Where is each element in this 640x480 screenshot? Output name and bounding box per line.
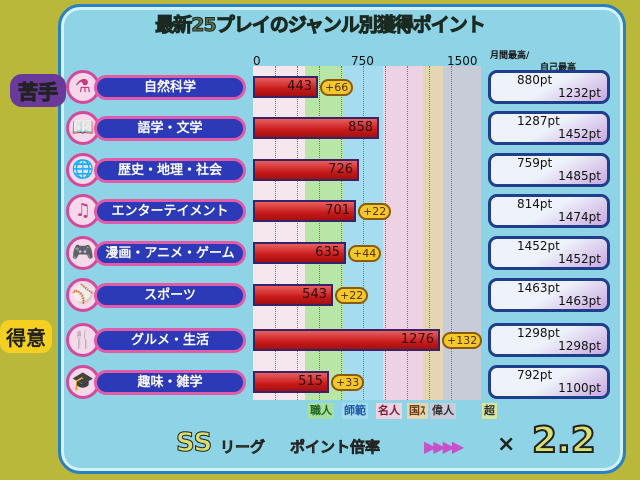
axis-tick-750: 750	[351, 54, 374, 68]
monthly-best: 880pt	[517, 73, 553, 87]
weak-label: 苦手	[10, 74, 66, 107]
best-score-box: 792pt 1100pt	[488, 365, 610, 399]
best-score-box: 759pt 1485pt	[488, 153, 610, 187]
bonus-badge: +33	[331, 374, 365, 391]
self-best: 1232pt	[558, 86, 601, 100]
genre-label: スポーツ	[94, 283, 246, 308]
monthly-best: 814pt	[517, 197, 553, 211]
genre-label: 趣味・雑学	[94, 370, 246, 395]
genre-row: 📖 語学・文学 858 1287pt 1452pt	[60, 111, 620, 145]
axis-tick-1500: 1500	[447, 54, 478, 68]
monthly-best: 759pt	[517, 156, 553, 170]
ball-icon: ⚾	[66, 278, 100, 312]
self-best: 1485pt	[558, 169, 601, 183]
rank-shihan: 師範	[342, 403, 368, 419]
genre-row: 🍴 グルメ・生活 1276 +132 1298pt 1298pt	[60, 323, 620, 357]
monthly-best: 1298pt	[517, 326, 560, 340]
points-bar: 726	[253, 159, 359, 181]
genre-label: エンターテイメント	[94, 199, 246, 224]
genre-row: 🌐 歴史・地理・社会 726 759pt 1485pt	[60, 153, 620, 187]
league-text: リーグ	[220, 438, 266, 457]
genre-label: 語学・文学	[94, 116, 246, 141]
self-best: 1452pt	[558, 252, 601, 266]
rank-ijin: 偉人	[430, 403, 456, 419]
monthly-best-header: 月間最高/	[490, 51, 530, 61]
monthly-best: 1452pt	[517, 239, 560, 253]
points-bar: 635	[253, 242, 346, 264]
self-best: 1474pt	[558, 210, 601, 224]
genre-label: 歴史・地理・社会	[94, 158, 246, 183]
league-name: SS	[175, 428, 213, 459]
bonus-badge: +22	[358, 203, 392, 220]
page-title: 最新25プレイのジャンル別獲得ポイント	[155, 14, 487, 37]
multiplier-arrows: ▶▶▶▶	[424, 437, 464, 456]
points-bar: 443	[253, 76, 318, 98]
multiplier-label: ポイント倍率	[290, 438, 381, 457]
best-score-box: 814pt 1474pt	[488, 194, 610, 228]
rank-kokushi: 国ｽ	[407, 403, 428, 419]
monthly-best: 1463pt	[517, 281, 560, 295]
points-bar: 858	[253, 117, 379, 139]
points-bar: 543	[253, 284, 333, 306]
genre-label: 自然科学	[94, 75, 246, 100]
self-best: 1452pt	[558, 127, 601, 141]
genre-label: 漫画・アニメ・ゲーム	[94, 241, 246, 266]
cutlery-icon: 🍴	[66, 323, 100, 357]
bonus-badge: +22	[335, 287, 369, 304]
points-bar: 515	[253, 371, 329, 393]
rank-cho: 超	[482, 403, 497, 419]
genre-label: グルメ・生活	[94, 328, 246, 353]
genre-row: 🎓 趣味・雑学 515 +33 792pt 1100pt	[60, 365, 620, 399]
best-score-box: 1463pt 1463pt	[488, 278, 610, 312]
self-best: 1298pt	[558, 339, 601, 353]
best-score-box: 880pt 1232pt	[488, 70, 610, 104]
genre-row: ♫ エンターテイメント 701 +22 814pt 1474pt	[60, 194, 620, 228]
self-best-header: 自己最高	[540, 63, 577, 73]
self-best: 1463pt	[558, 294, 601, 308]
points-bar: 1276	[253, 329, 440, 351]
monthly-best: 1287pt	[517, 114, 560, 128]
multiplier-value: 2.2	[531, 419, 597, 462]
self-best: 1100pt	[558, 381, 601, 395]
best-score-box: 1452pt 1452pt	[488, 236, 610, 270]
bonus-badge: +66	[320, 79, 354, 96]
genre-row: ⚾ スポーツ 543 +22 1463pt 1463pt	[60, 278, 620, 312]
genre-row: 🎮 漫画・アニメ・ゲーム 635 +44 1452pt 1452pt	[60, 236, 620, 270]
axis-tick-0: 0	[253, 54, 261, 68]
best-score-box: 1287pt 1452pt	[488, 111, 610, 145]
best-score-box: 1298pt 1298pt	[488, 323, 610, 357]
bonus-badge: +44	[348, 245, 382, 262]
times-sign: ×	[497, 432, 516, 457]
rank-shokunin: 職人	[308, 403, 334, 419]
bonus-badge: +132	[442, 332, 483, 349]
monthly-best: 792pt	[517, 368, 553, 382]
rank-meijin: 名人	[376, 403, 402, 419]
genre-row: ⚗ 自然科学 443 +66 880pt 1232pt	[60, 70, 620, 104]
strong-label: 得意	[0, 320, 52, 353]
points-bar: 701	[253, 200, 356, 222]
globe-icon: 🌐	[66, 153, 100, 187]
